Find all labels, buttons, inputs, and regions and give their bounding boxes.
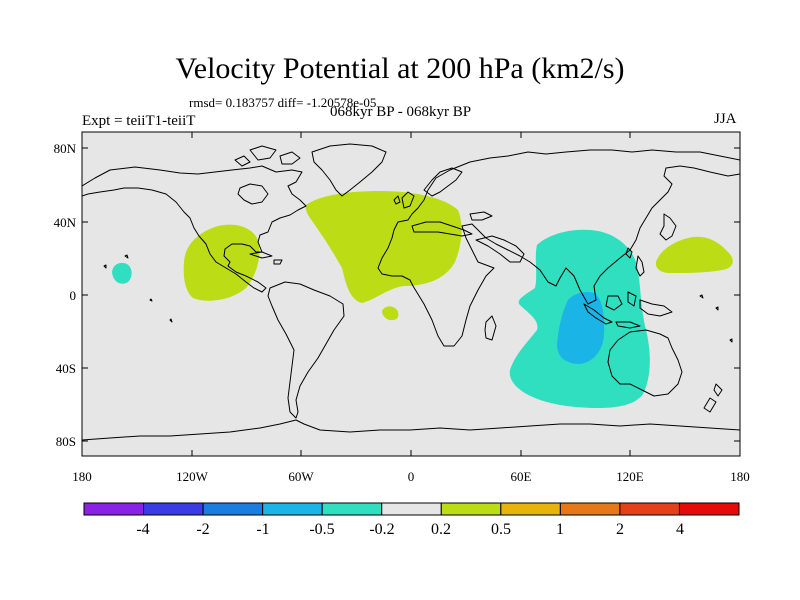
positive-region-atlantic-africa xyxy=(305,191,462,303)
coastline-indonesia xyxy=(583,291,673,329)
colorbar-label: 4 xyxy=(676,521,684,538)
y-axis-ticks xyxy=(82,147,740,442)
colorbar-label: 1 xyxy=(556,521,564,538)
colorbar-swatch xyxy=(202,502,264,516)
coastline-south-america xyxy=(267,281,345,419)
colorbar xyxy=(83,502,740,516)
x-tick-label: 0 xyxy=(408,469,415,484)
coastline-north-america xyxy=(82,165,307,293)
colorbar-swatch xyxy=(262,502,323,516)
coastline-scandinavia xyxy=(393,167,463,209)
coastline-new-zealand xyxy=(703,383,723,413)
colorbar-swatch xyxy=(440,502,502,516)
colorbar-label: -0.5 xyxy=(309,521,334,538)
coastline-mediterranean xyxy=(411,211,493,237)
negative-region-central-pacific xyxy=(112,262,132,284)
coastline-africa-eurasia xyxy=(377,149,740,347)
colorbar-label: -1 xyxy=(256,521,269,538)
season-label: JJA xyxy=(714,111,737,127)
y-tick-label: 40N xyxy=(54,215,77,230)
colorbar-label: 2 xyxy=(616,521,624,538)
coastline-antarctica xyxy=(82,419,740,441)
x-tick-label: 180 xyxy=(730,469,750,484)
coastline-hudson-bay xyxy=(237,183,269,205)
coastline-pacific-islands xyxy=(103,254,733,343)
x-tick-label: 60W xyxy=(288,469,314,484)
coastline-caribbean xyxy=(249,251,283,265)
x-tick-label: 120W xyxy=(176,469,209,484)
y-tick-label: 80N xyxy=(54,141,77,156)
x-tick-label: 60E xyxy=(511,469,532,484)
colorbar-label: -2 xyxy=(196,521,209,538)
coastline-arabia xyxy=(475,235,525,263)
colorbar-swatch xyxy=(500,502,561,516)
anomaly-shading xyxy=(112,191,733,408)
x-tick-label: 180 xyxy=(72,469,92,484)
coastline-madagascar xyxy=(484,315,497,341)
coastline-arctic-islands xyxy=(234,145,301,167)
coastlines xyxy=(82,143,740,441)
map-background xyxy=(82,132,740,456)
colorbar-label: 0.2 xyxy=(431,521,451,538)
positive-region-pacific xyxy=(655,236,733,273)
period-label: 068kyr BP - 068kyr BP xyxy=(330,104,472,120)
colorbar-label: -4 xyxy=(136,521,149,538)
colorbar-swatch xyxy=(143,502,204,516)
colorbar-swatch xyxy=(321,502,383,516)
negative-region-core xyxy=(557,292,605,364)
y-axis-labels: 80N 40N 0 40S 80S xyxy=(54,141,77,449)
colorbar-swatch xyxy=(83,502,145,516)
colorbar-swatch xyxy=(678,502,740,516)
colorbar-label: -0.2 xyxy=(369,521,394,538)
colorbar-swatch xyxy=(381,502,442,516)
colorbar-label: 0.5 xyxy=(491,521,511,538)
experiment-label: Expt = teiiT1-teiiT xyxy=(82,113,196,129)
coastline-japan xyxy=(625,213,677,277)
x-axis-ticks xyxy=(81,132,741,456)
plot-title: Velocity Potential at 200 hPa (km2/s) xyxy=(175,52,625,85)
colorbar-labels: -4 -2 -1 -0.5 -0.2 0.2 0.5 1 2 4 xyxy=(136,521,684,538)
y-tick-label: 40S xyxy=(56,361,76,376)
colorbar-swatch xyxy=(559,502,621,516)
coastline-australia xyxy=(607,329,683,397)
y-tick-label: 80S xyxy=(56,434,76,449)
coastline-greenland xyxy=(311,143,387,197)
positive-region-atlantic-small xyxy=(382,306,399,321)
colorbar-swatch xyxy=(619,502,680,516)
x-tick-label: 120E xyxy=(616,469,644,484)
y-tick-label: 0 xyxy=(70,288,77,303)
stats-label: rmsd= 0.183757 diff= -1.20578e-05 xyxy=(189,95,377,110)
x-axis-labels: 180 120W 60W 0 60E 120E 180 xyxy=(72,469,750,484)
